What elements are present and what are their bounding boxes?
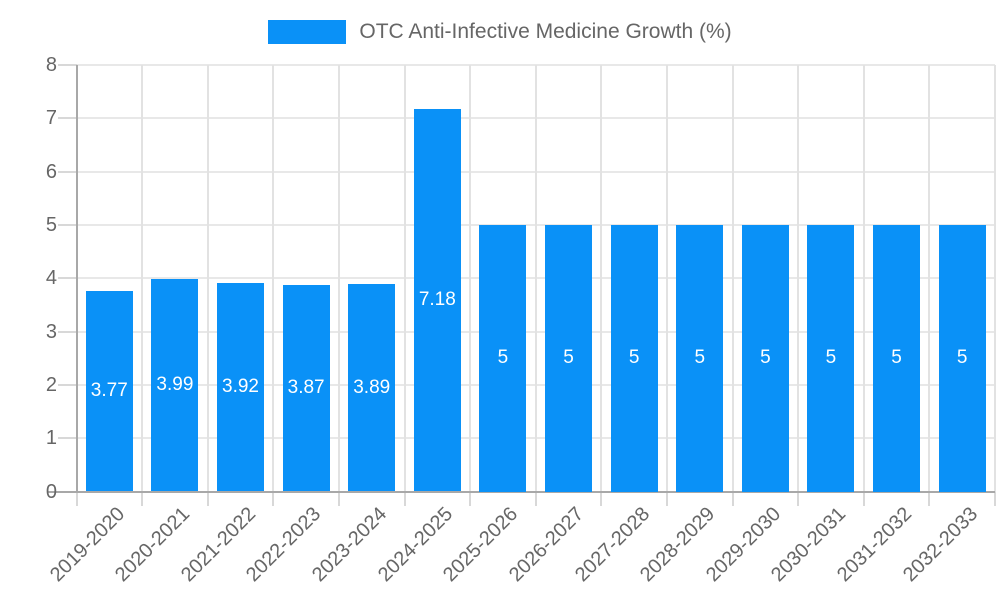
legend-swatch-icon <box>268 20 347 44</box>
bar[interactable]: 5 <box>479 224 527 492</box>
bar[interactable]: 5 <box>676 224 724 492</box>
x-axis-tick <box>797 491 800 506</box>
bar-value-label: 5 <box>891 347 902 369</box>
y-axis-tick <box>58 277 77 280</box>
bar[interactable]: 5 <box>545 224 593 492</box>
gridline-vertical <box>731 65 734 492</box>
gridline-vertical <box>272 65 275 492</box>
bar-value-label: 5 <box>563 347 574 369</box>
y-axis-tick-label: 3 <box>45 320 57 343</box>
y-axis-tick-label: 6 <box>45 160 57 183</box>
bar-value-label: 3.92 <box>222 375 259 397</box>
bar-value-label: 5 <box>825 347 837 369</box>
y-axis-tick <box>58 330 77 333</box>
bar-value-label: 5 <box>497 347 509 369</box>
gridline-vertical <box>206 65 209 492</box>
bar[interactable]: 5 <box>741 224 789 492</box>
gridline-vertical <box>665 65 668 492</box>
bar[interactable]: 3.99 <box>151 278 199 492</box>
bar-value-label: 3.99 <box>156 374 194 396</box>
gridline-vertical <box>862 65 865 492</box>
x-axis-tick <box>928 491 931 506</box>
x-axis-tick <box>141 491 144 506</box>
bar-value-label: 3.89 <box>353 376 391 398</box>
y-axis-tick <box>58 117 77 120</box>
y-axis-tick <box>58 437 77 440</box>
x-axis-tick <box>994 491 996 506</box>
x-axis-tick <box>600 491 603 506</box>
gridline-vertical <box>403 65 406 492</box>
x-axis-tick <box>665 491 668 506</box>
x-axis-tick <box>731 491 734 506</box>
x-axis-line <box>48 490 995 493</box>
x-axis-tick <box>272 491 275 506</box>
bar-value-label: 5 <box>628 347 640 369</box>
gridline-vertical <box>994 65 996 492</box>
gridline-vertical <box>600 65 603 492</box>
gridline-vertical <box>534 65 537 492</box>
bar-value-label: 5 <box>760 347 771 369</box>
gridline-vertical <box>797 65 800 492</box>
x-axis-tick <box>403 491 406 506</box>
legend-label: OTC Anti-Infective Medicine Growth (%) <box>359 20 732 43</box>
y-axis-tick <box>58 170 77 173</box>
bar-value-label: 3.87 <box>287 377 325 399</box>
x-axis-tick <box>862 491 865 506</box>
bar[interactable]: 3.87 <box>282 285 330 492</box>
bar[interactable]: 5 <box>938 224 986 492</box>
bar-value-label: 7.18 <box>418 289 456 311</box>
y-axis-tick-label: 8 <box>45 54 57 76</box>
y-axis-tick <box>58 64 77 66</box>
x-axis-tick <box>469 491 472 506</box>
bar[interactable]: 5 <box>610 224 658 492</box>
x-axis-tick <box>337 491 340 506</box>
bar-value-label: 5 <box>956 347 968 369</box>
gridline-vertical <box>141 65 144 492</box>
y-axis-tick-label: 7 <box>45 107 57 130</box>
chart-legend[interactable]: OTC Anti-Infective Medicine Growth (%) <box>0 16 1000 48</box>
gridline-vertical <box>337 65 340 492</box>
bar[interactable]: 3.77 <box>85 290 133 492</box>
y-axis-tick <box>58 383 77 386</box>
y-axis-tick-label: 1 <box>45 427 57 450</box>
bar[interactable]: 7.18 <box>413 108 461 492</box>
gridline-vertical <box>469 65 472 492</box>
bar[interactable]: 5 <box>873 224 921 492</box>
bar-value-label: 3.77 <box>90 379 128 401</box>
y-axis-line <box>75 65 78 492</box>
y-axis-tick-label: 5 <box>45 213 57 236</box>
y-axis-tick-label: 0 <box>45 480 57 503</box>
x-axis-tick <box>534 491 537 506</box>
y-axis-tick-label: 2 <box>45 373 57 396</box>
bar[interactable]: 3.89 <box>348 284 396 492</box>
bar[interactable]: 3.92 <box>217 282 265 492</box>
x-axis-tick <box>75 491 78 506</box>
x-axis-tick <box>206 491 209 506</box>
y-axis-tick-label: 4 <box>45 267 57 290</box>
bar[interactable]: 5 <box>807 224 855 492</box>
y-axis-tick <box>58 223 77 226</box>
bar-value-label: 5 <box>694 347 706 369</box>
gridline-vertical <box>928 65 931 492</box>
